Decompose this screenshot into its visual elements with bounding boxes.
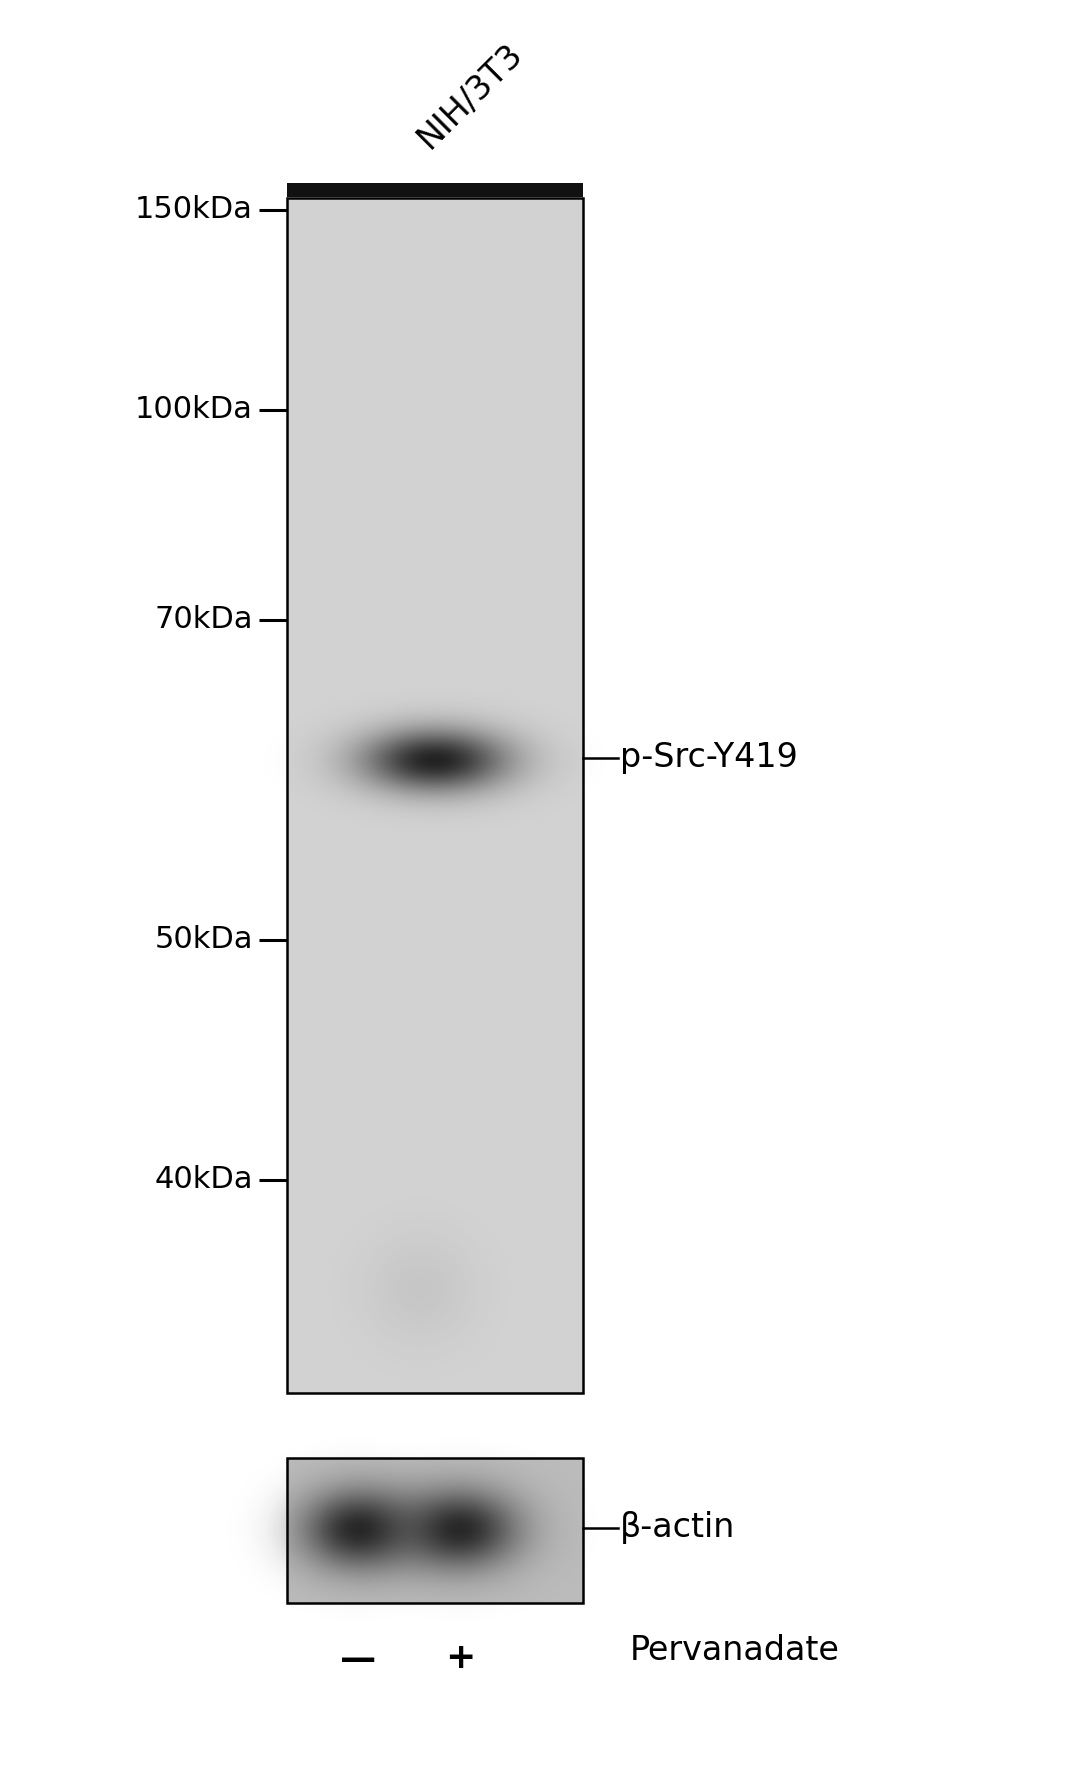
Text: p-Src-Y419: p-Src-Y419 [620, 741, 798, 775]
Text: +: + [445, 1641, 475, 1675]
Text: —: — [340, 1643, 376, 1677]
Text: 150kDa: 150kDa [135, 196, 253, 225]
Text: Pervanadate: Pervanadate [630, 1634, 840, 1666]
Text: 70kDa: 70kDa [154, 606, 253, 634]
Text: 40kDa: 40kDa [154, 1165, 253, 1194]
Bar [287, 1458, 583, 1604]
Bar [287, 184, 583, 198]
Text: 100kDa: 100kDa [135, 396, 253, 424]
Text: 50kDa: 50kDa [154, 925, 253, 955]
Bar [287, 198, 583, 1394]
Text: β-actin: β-actin [620, 1511, 735, 1545]
Text: NIH/3T3: NIH/3T3 [411, 37, 529, 155]
